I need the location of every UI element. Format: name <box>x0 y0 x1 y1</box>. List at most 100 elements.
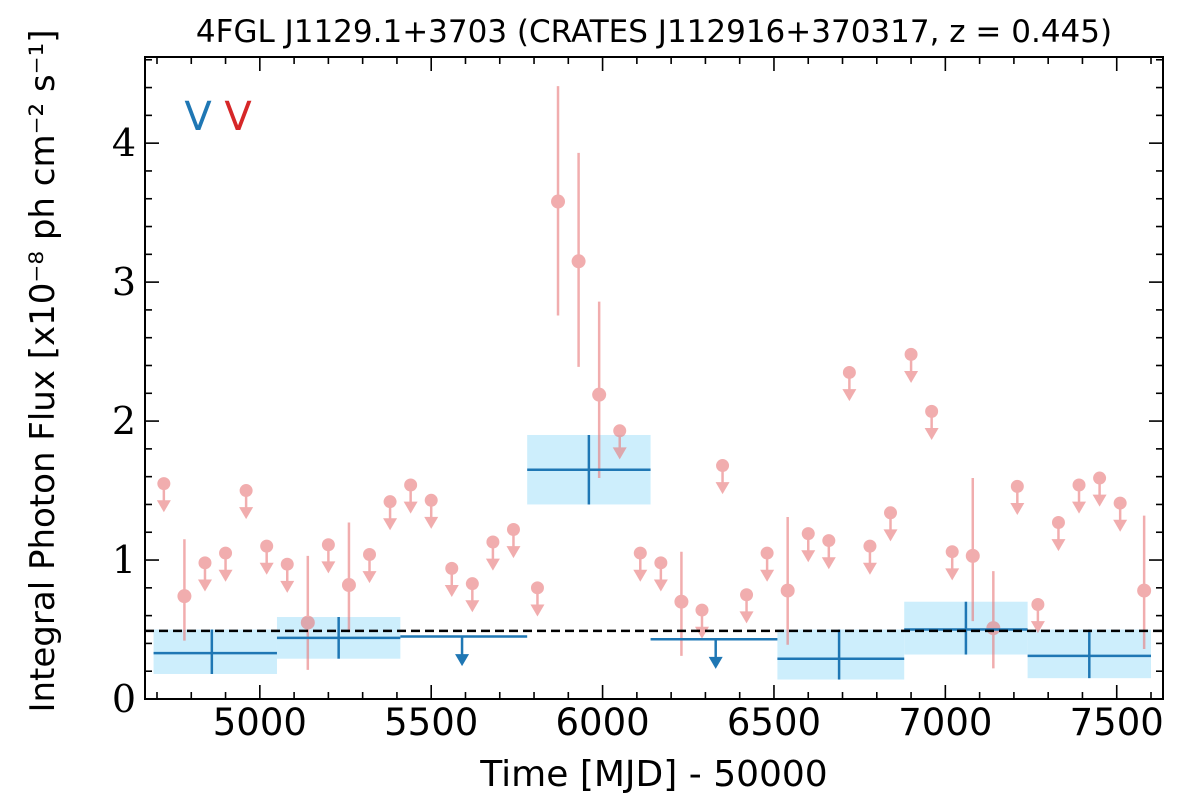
y-tick-label: 2 <box>112 399 136 443</box>
data-point-group <box>341 522 356 633</box>
upper-limit-marker <box>321 538 336 574</box>
data-point-group <box>780 516 795 645</box>
upper-limit-arrow <box>862 562 877 575</box>
upper-limit-marker <box>633 546 648 582</box>
upper-limit-arrow <box>739 611 754 624</box>
upper-limit-marker <box>715 459 730 495</box>
upper-limit-arrow <box>801 550 816 563</box>
upper-limit-marker <box>1092 471 1107 507</box>
upper-limit-arrow <box>403 501 418 514</box>
upper-limit-arrow <box>506 546 521 559</box>
upper-limit-marker <box>259 539 274 575</box>
upper-limit-arrow <box>444 585 459 597</box>
x-tick-label: 7500 <box>1070 701 1164 744</box>
upper-limit-marker <box>197 556 212 592</box>
data-point <box>1137 583 1152 598</box>
upper-limit-marker <box>760 546 775 582</box>
upper-limit-marker <box>862 539 877 575</box>
upper-limit-arrow <box>321 561 336 574</box>
upper-limit-arrow <box>156 500 171 513</box>
upper-limit-marker <box>239 484 254 520</box>
upper-limit-arrow <box>239 507 254 520</box>
data-point-group <box>551 86 566 316</box>
upper-limit-arrow <box>1010 503 1025 516</box>
data-point-group <box>1137 515 1152 649</box>
y-tick-label: 4 <box>112 121 136 165</box>
upper-limit-arrow <box>259 562 274 575</box>
upper-limit-marker <box>1010 479 1025 516</box>
data-point-group <box>592 301 607 479</box>
x-axis-label: Time [MJD] - 50000 <box>479 754 827 795</box>
flux-band <box>777 629 905 680</box>
upper-limit-arrow <box>715 482 730 495</box>
upper-limit-arrow <box>612 447 627 460</box>
upper-limit-marker <box>485 535 500 571</box>
upper-limit-arrow <box>530 604 545 617</box>
upper-limit-marker <box>280 557 295 593</box>
y-tick-label: 3 <box>112 260 136 304</box>
upper-limit-arrow <box>924 427 939 440</box>
upper-limit-marker <box>218 546 233 582</box>
upper-limit-arrow <box>1092 494 1107 507</box>
upper-limit-marker <box>465 577 480 613</box>
upper-limit-arrow <box>1072 501 1087 514</box>
upper-limit-arrow <box>197 579 212 592</box>
axes-frame <box>144 56 1164 700</box>
upper-limit-arrow <box>280 580 295 593</box>
upper-limit-marker <box>694 603 709 639</box>
x-tick-label: 5500 <box>384 701 478 744</box>
data-point-group <box>300 555 315 670</box>
x-tick-label: 5000 <box>213 701 307 744</box>
y-tick-label: 0 <box>112 677 136 721</box>
upper-limit-marker <box>530 581 545 617</box>
upper-limit-marker <box>1113 496 1128 532</box>
upper-limit-marker <box>1030 598 1045 634</box>
data-point <box>177 589 192 604</box>
y-tick-label: 1 <box>112 538 136 582</box>
data-point <box>674 594 689 609</box>
data-point <box>592 387 607 402</box>
upper-limit-arrow <box>945 568 960 581</box>
upper-limit-arrow <box>455 654 470 667</box>
upper-limit-arrow <box>821 557 836 570</box>
x-tick-label: 6000 <box>555 701 649 744</box>
flux-band <box>153 629 277 674</box>
upper-limit-arrow <box>465 600 480 613</box>
upper-limit-marker <box>801 527 816 563</box>
data-point <box>780 583 795 598</box>
upper-limit-marker <box>945 545 960 581</box>
upper-limit-marker <box>383 495 398 531</box>
data-point-group <box>965 478 980 622</box>
x-tick-label: 6500 <box>727 701 821 744</box>
data-point <box>341 578 356 593</box>
upper-limit-arrow <box>694 626 709 639</box>
upper-limit-marker <box>904 347 919 383</box>
upper-limit-marker <box>362 547 377 584</box>
data-point-group <box>571 152 586 367</box>
upper-limit-marker <box>842 365 857 402</box>
upper-limit-arrow <box>1030 621 1045 634</box>
data-point-group <box>177 539 192 641</box>
upper-limit-marker <box>653 556 668 592</box>
upper-limit-marker <box>612 424 627 460</box>
upper-limit-arrow <box>708 656 723 669</box>
upper-limit-marker <box>444 561 459 597</box>
upper-limit-marker <box>424 493 439 529</box>
upper-limit-marker <box>924 404 939 440</box>
upper-limit-marker <box>739 588 754 624</box>
y-axis-label: Integral Photon Flux [x10⁻⁸ ph cm⁻² s⁻¹] <box>23 29 63 712</box>
data-point <box>300 615 315 630</box>
upper-limit-marker <box>1051 516 1066 552</box>
data-point <box>965 548 980 563</box>
upper-limit-marker <box>1072 478 1087 514</box>
upper-limit-marker <box>821 534 836 570</box>
legend-entry: V <box>224 94 252 140</box>
upper-limit-arrow <box>362 571 377 584</box>
upper-limit-marker <box>506 522 521 559</box>
upper-limit-arrow <box>633 569 648 582</box>
upper-limit-arrow <box>485 558 500 571</box>
data-point <box>551 194 566 209</box>
upper-limit-marker <box>156 477 171 513</box>
